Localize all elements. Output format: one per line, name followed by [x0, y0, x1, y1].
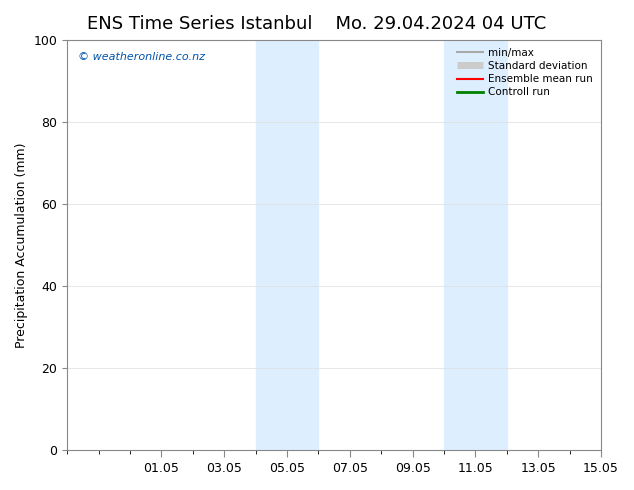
Text: ENS Time Series Istanbul    Mo. 29.04.2024 04 UTC: ENS Time Series Istanbul Mo. 29.04.2024 … [87, 15, 547, 33]
Text: © weatheronline.co.nz: © weatheronline.co.nz [78, 52, 205, 62]
Legend: min/max, Standard deviation, Ensemble mean run, Controll run: min/max, Standard deviation, Ensemble me… [453, 45, 596, 100]
Y-axis label: Precipitation Accumulation (mm): Precipitation Accumulation (mm) [15, 142, 28, 347]
Bar [444, 40, 507, 450]
Bar [256, 40, 318, 450]
